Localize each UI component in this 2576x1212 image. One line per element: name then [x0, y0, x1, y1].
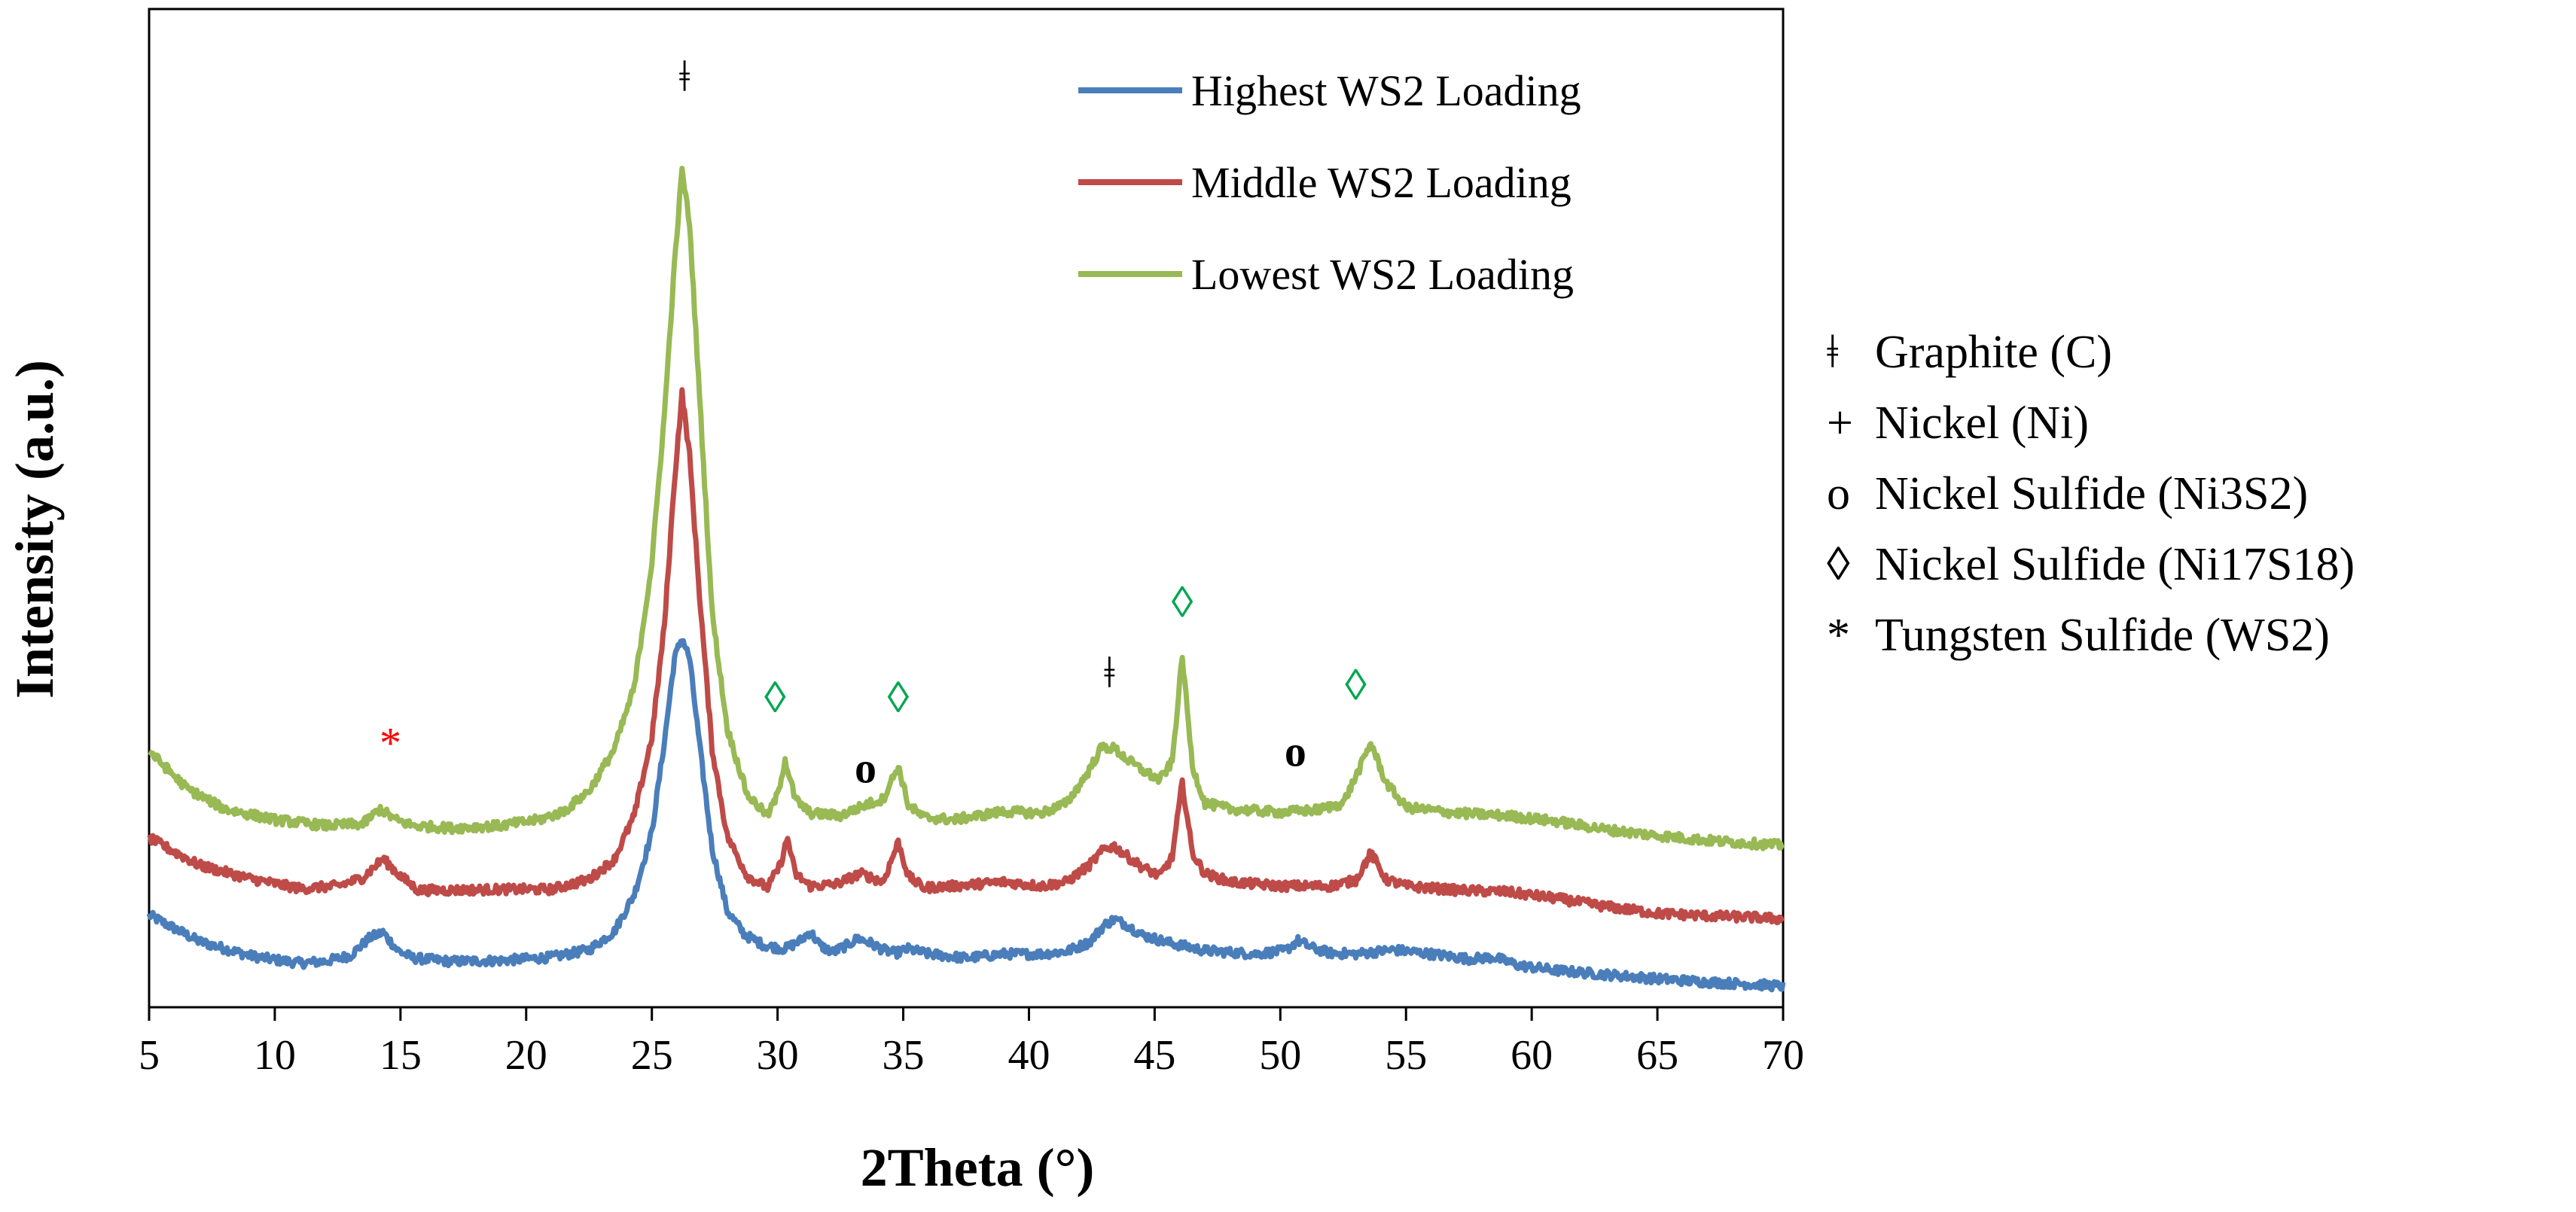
peak-marker-ni17s18: ◊: [764, 673, 786, 722]
x-tick-label: 25: [631, 1032, 673, 1079]
phase-key-symbol: ǂ: [1827, 327, 1839, 378]
phase-key-symbol: o: [1827, 468, 1850, 519]
x-tick-label: 70: [1762, 1032, 1804, 1079]
legend-label: Middle WS2 Loading: [1191, 158, 1572, 207]
x-tick-label: 30: [757, 1032, 799, 1079]
peak-marker-graphite: ǂ: [1104, 648, 1115, 697]
phase-key-symbol: ◊: [1827, 539, 1850, 590]
peak-markers: ǂ*◊ ◊oǂ◊o◊: [380, 52, 1367, 793]
peak-marker-graphite: ǂ: [679, 52, 690, 101]
peak-marker-ni3s2: o: [1285, 727, 1306, 776]
phase-key: ǂ Graphite (C) + Nickel (Ni) o Nickel Sulfide…: [1827, 327, 2355, 661]
phase-key-label: Nickel Sulfide (Ni17S18): [1875, 539, 2355, 590]
x-tick-label: 35: [883, 1032, 925, 1079]
phase-key-label: Nickel Sulfide (Ni3S2): [1875, 468, 2308, 519]
plot-axes: 5 10 15 20 25 30 35 40 45 50 55 60 65 70: [139, 8, 1804, 1079]
x-axis-title: 2Theta (°): [861, 1137, 1095, 1198]
legend-label: Highest WS2 Loading: [1191, 66, 1581, 115]
series-layer: [146, 166, 1786, 993]
plot-frame: [148, 8, 1785, 1009]
x-tick-label: 20: [505, 1032, 547, 1079]
peak-marker-ni17s18: ◊: [888, 673, 910, 722]
y-axis-title: Intensity (a.u.): [5, 360, 65, 699]
x-tick-label: 10: [254, 1032, 296, 1079]
peak-marker-ni17s18: ◊: [1345, 661, 1367, 710]
peak-marker-ni17s18: ◊: [1172, 578, 1193, 627]
phase-key-label: Graphite (C): [1875, 327, 2112, 378]
x-tick-label: 50: [1259, 1032, 1301, 1079]
series-legend: Highest WS2 Loading Middle WS2 Loading Low…: [1078, 66, 1581, 299]
x-tick-label: 60: [1511, 1032, 1553, 1079]
x-tick-label: 45: [1133, 1032, 1175, 1079]
peak-marker-ni3s2: o: [855, 744, 876, 793]
x-tick-label: 5: [139, 1032, 160, 1079]
series-line-middle-ws2-loading: [147, 387, 1785, 926]
phase-key-label: Tungsten Sulfide (WS2): [1875, 610, 2330, 661]
series-line-lowest-ws2-loading: [148, 166, 1785, 851]
phase-key-symbol: *: [1827, 610, 1850, 661]
phase-key-label: Nickel (Ni): [1875, 397, 2089, 449]
peak-marker-ws2: *: [380, 719, 401, 768]
phase-key-symbol: +: [1827, 397, 1853, 449]
x-tick-label: 55: [1385, 1032, 1427, 1079]
x-tick-label: 40: [1008, 1032, 1050, 1079]
legend-label: Lowest WS2 Loading: [1191, 250, 1574, 299]
x-tick-label: 15: [380, 1032, 422, 1079]
x-tick-label: 65: [1636, 1032, 1678, 1079]
series-line-highest-ws2-loading: [146, 638, 1786, 993]
